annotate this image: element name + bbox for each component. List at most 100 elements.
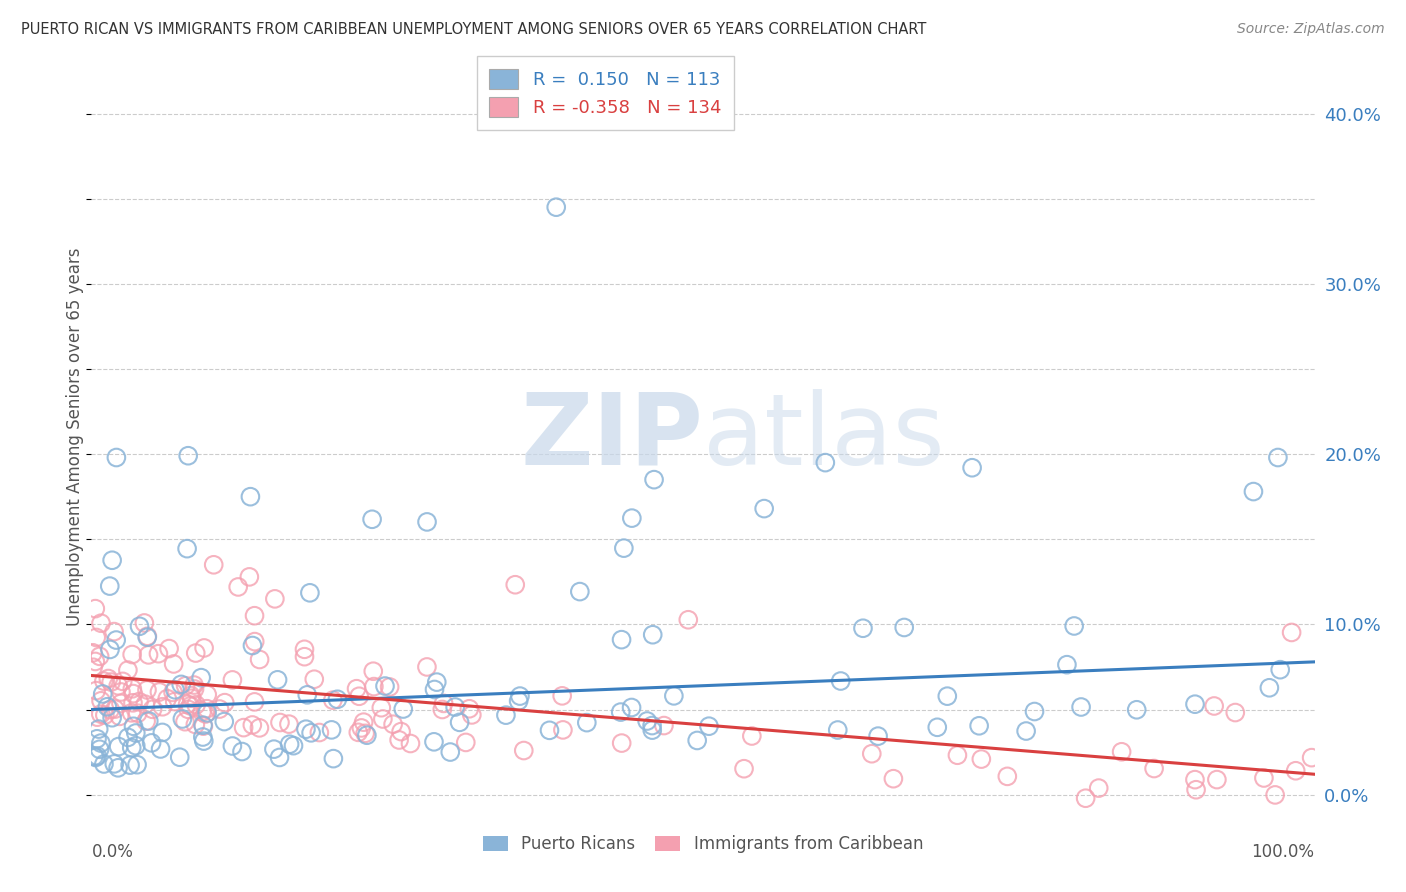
Point bbox=[174, 679, 197, 693]
Point bbox=[322, 751, 344, 765]
Point bbox=[893, 620, 915, 634]
Point bbox=[84, 750, 107, 764]
Point bbox=[84, 683, 107, 698]
Point bbox=[1063, 619, 1085, 633]
Point bbox=[202, 558, 225, 572]
Point bbox=[100, 675, 122, 690]
Point bbox=[128, 695, 150, 709]
Point bbox=[157, 641, 180, 656]
Point bbox=[87, 722, 110, 736]
Point bbox=[620, 511, 643, 525]
Point bbox=[97, 672, 120, 686]
Point bbox=[91, 687, 114, 701]
Point bbox=[461, 707, 484, 722]
Point bbox=[242, 639, 264, 653]
Point bbox=[416, 515, 439, 529]
Point bbox=[136, 629, 159, 643]
Point bbox=[610, 736, 633, 750]
Point bbox=[152, 699, 174, 714]
Point bbox=[191, 730, 214, 744]
Point bbox=[121, 740, 143, 755]
Point bbox=[221, 673, 243, 687]
Point bbox=[89, 649, 111, 664]
Point bbox=[361, 664, 384, 678]
Point bbox=[122, 719, 145, 733]
Point bbox=[107, 739, 129, 754]
Point bbox=[84, 601, 107, 615]
Point bbox=[138, 648, 160, 662]
Point bbox=[350, 721, 373, 735]
Point bbox=[163, 695, 186, 709]
Point bbox=[392, 702, 415, 716]
Point bbox=[193, 640, 215, 655]
Point bbox=[122, 696, 145, 710]
Point bbox=[1070, 700, 1092, 714]
Point bbox=[121, 706, 143, 720]
Point bbox=[136, 682, 159, 697]
Point bbox=[882, 772, 904, 786]
Point bbox=[195, 702, 218, 716]
Point bbox=[326, 692, 349, 706]
Point bbox=[1225, 706, 1247, 720]
Point bbox=[295, 722, 318, 736]
Point bbox=[184, 717, 207, 731]
Point bbox=[1281, 625, 1303, 640]
Point bbox=[432, 702, 454, 716]
Point bbox=[423, 735, 446, 749]
Point bbox=[269, 715, 291, 730]
Point bbox=[243, 634, 266, 648]
Point bbox=[1301, 750, 1323, 764]
Point bbox=[177, 449, 200, 463]
Point bbox=[176, 541, 198, 556]
Point bbox=[356, 728, 378, 742]
Point bbox=[98, 703, 121, 717]
Point bbox=[967, 719, 990, 733]
Point bbox=[960, 460, 983, 475]
Point bbox=[90, 694, 112, 708]
Point bbox=[125, 726, 148, 740]
Point bbox=[439, 745, 461, 759]
Point bbox=[135, 714, 157, 728]
Point bbox=[179, 698, 201, 713]
Point bbox=[117, 663, 139, 677]
Point bbox=[269, 750, 291, 764]
Point bbox=[399, 737, 422, 751]
Point bbox=[214, 714, 236, 729]
Point bbox=[1184, 772, 1206, 787]
Point bbox=[426, 675, 449, 690]
Point bbox=[1074, 791, 1097, 805]
Point bbox=[122, 687, 145, 701]
Point bbox=[110, 685, 132, 699]
Point bbox=[551, 723, 574, 737]
Point bbox=[1267, 450, 1289, 465]
Point bbox=[90, 707, 112, 722]
Point bbox=[830, 673, 852, 688]
Point bbox=[180, 691, 202, 706]
Point bbox=[354, 726, 377, 740]
Point bbox=[90, 736, 112, 750]
Text: PUERTO RICAN VS IMMIGRANTS FROM CARIBBEAN UNEMPLOYMENT AMONG SENIORS OVER 65 YEA: PUERTO RICAN VS IMMIGRANTS FROM CARIBBEA… bbox=[21, 22, 927, 37]
Point bbox=[138, 714, 160, 728]
Point bbox=[107, 761, 129, 775]
Point bbox=[239, 490, 262, 504]
Y-axis label: Unemployment Among Seniors over 65 years: Unemployment Among Seniors over 65 years bbox=[66, 248, 84, 626]
Point bbox=[111, 674, 134, 689]
Point bbox=[371, 712, 394, 726]
Point bbox=[283, 739, 305, 753]
Point bbox=[243, 695, 266, 709]
Point bbox=[117, 731, 139, 745]
Point bbox=[347, 725, 370, 739]
Point bbox=[249, 652, 271, 666]
Point bbox=[148, 647, 170, 661]
Point bbox=[162, 685, 184, 699]
Point bbox=[1270, 663, 1292, 677]
Point bbox=[176, 698, 198, 712]
Point bbox=[697, 719, 720, 733]
Point bbox=[193, 719, 215, 733]
Point bbox=[191, 705, 214, 719]
Point bbox=[163, 682, 186, 697]
Point bbox=[183, 681, 205, 696]
Point bbox=[83, 749, 105, 764]
Point bbox=[127, 706, 149, 721]
Point bbox=[156, 691, 179, 706]
